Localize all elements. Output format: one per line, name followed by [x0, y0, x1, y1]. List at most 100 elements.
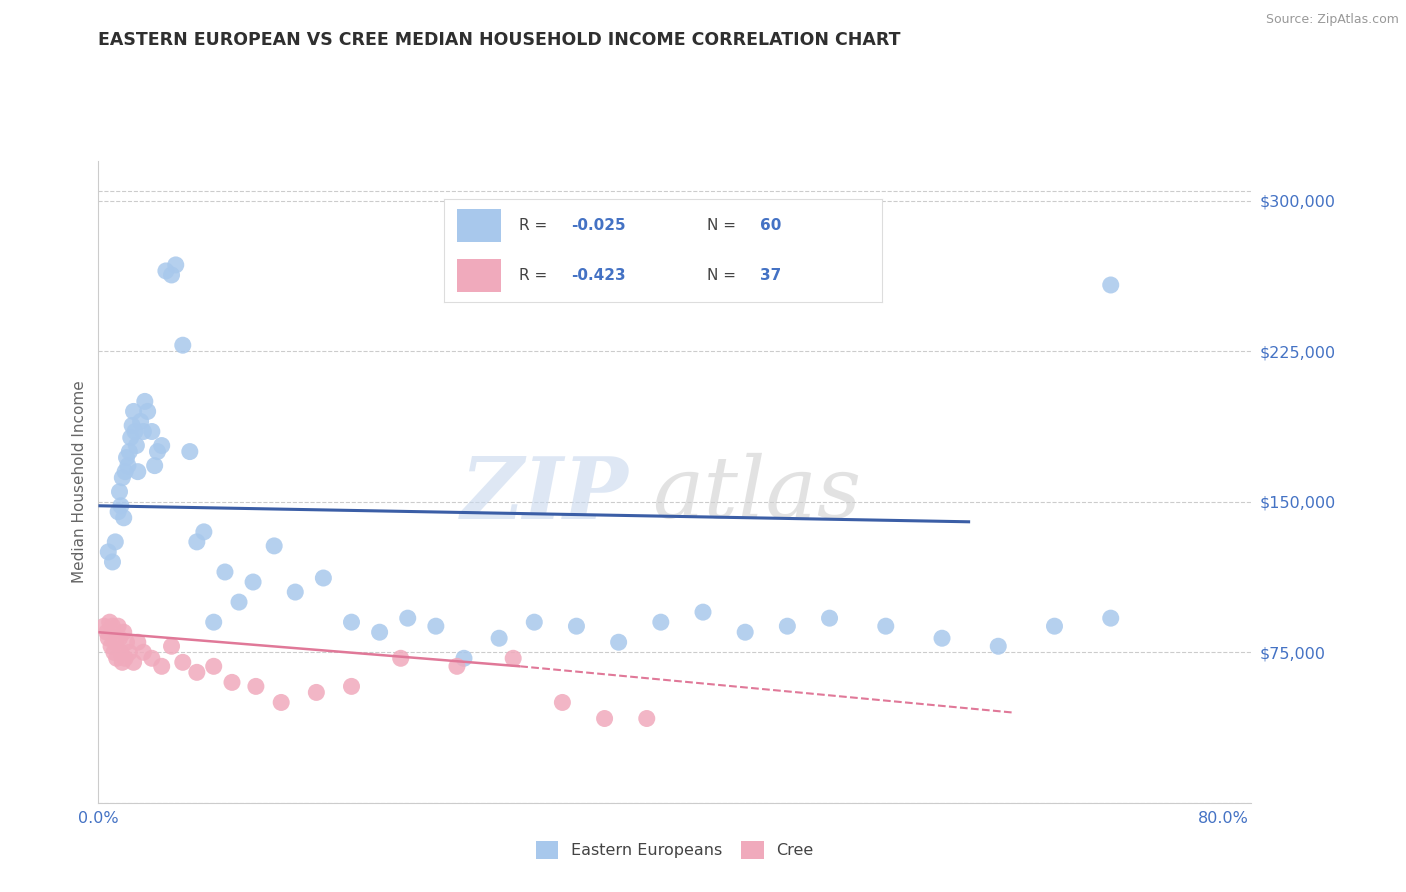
Point: [214, 565, 236, 579]
Point: [122, 655, 145, 669]
Point: [118, 645, 141, 659]
Point: [110, 499, 132, 513]
Point: [114, 651, 136, 665]
Point: [1099, 611, 1122, 625]
Point: [172, 655, 194, 669]
Point: [340, 615, 363, 630]
Point: [1099, 278, 1122, 293]
Text: atlas: atlas: [652, 453, 860, 536]
Text: 60: 60: [759, 219, 782, 234]
Point: [111, 655, 134, 669]
Point: [107, 619, 129, 633]
Point: [488, 632, 510, 646]
Point: [650, 615, 672, 630]
Point: [112, 510, 135, 524]
Point: [776, 619, 799, 633]
Point: [122, 404, 145, 418]
Point: [305, 685, 328, 699]
Point: [734, 625, 756, 640]
Point: [150, 439, 173, 453]
Point: [104, 535, 127, 549]
Point: [396, 611, 419, 625]
Text: Source: ZipAtlas.com: Source: ZipAtlas.com: [1265, 13, 1399, 27]
Point: [523, 615, 546, 630]
Point: [160, 268, 183, 282]
FancyBboxPatch shape: [457, 210, 502, 243]
Point: [127, 635, 149, 649]
Point: [565, 619, 588, 633]
Point: [104, 635, 127, 649]
Y-axis label: Median Household Income: Median Household Income: [72, 380, 87, 583]
Point: [101, 555, 124, 569]
Point: [245, 680, 267, 694]
Point: [127, 465, 149, 479]
Point: [98, 615, 121, 630]
Point: [179, 444, 201, 458]
Point: [117, 458, 139, 473]
Point: [110, 645, 132, 659]
Point: [115, 635, 138, 649]
Point: [312, 571, 335, 585]
Point: [875, 619, 897, 633]
Point: [1043, 619, 1066, 633]
Point: [193, 524, 215, 539]
Point: [502, 651, 524, 665]
Point: [121, 418, 143, 433]
Point: [284, 585, 307, 599]
Text: 37: 37: [759, 268, 780, 283]
Point: [368, 625, 391, 640]
Point: [270, 696, 292, 710]
Text: R =: R =: [519, 219, 553, 234]
Point: [340, 680, 363, 694]
Point: [141, 651, 163, 665]
Point: [96, 625, 118, 640]
Point: [105, 651, 128, 665]
Point: [146, 444, 169, 458]
Point: [107, 505, 129, 519]
Point: [136, 404, 159, 418]
Text: ZIP: ZIP: [461, 453, 628, 536]
Point: [160, 639, 183, 653]
Point: [101, 619, 124, 633]
Point: [155, 264, 177, 278]
Point: [172, 338, 194, 352]
Point: [134, 394, 156, 409]
Point: [129, 415, 152, 429]
Point: [112, 625, 135, 640]
Point: [186, 665, 208, 680]
Text: -0.423: -0.423: [571, 268, 626, 283]
Point: [202, 659, 225, 673]
Point: [120, 431, 142, 445]
Text: R =: R =: [519, 268, 553, 283]
Point: [446, 659, 468, 673]
Point: [125, 439, 148, 453]
Point: [389, 651, 412, 665]
Point: [607, 635, 630, 649]
Text: -0.025: -0.025: [571, 219, 626, 234]
Point: [242, 575, 264, 590]
Point: [132, 645, 155, 659]
Point: [818, 611, 841, 625]
Point: [118, 444, 141, 458]
Point: [636, 712, 658, 726]
Point: [987, 639, 1010, 653]
Point: [931, 632, 953, 646]
Point: [114, 465, 136, 479]
Point: [150, 659, 173, 673]
FancyBboxPatch shape: [457, 259, 502, 292]
Text: EASTERN EUROPEAN VS CREE MEDIAN HOUSEHOLD INCOME CORRELATION CHART: EASTERN EUROPEAN VS CREE MEDIAN HOUSEHOL…: [98, 31, 901, 49]
Point: [453, 651, 475, 665]
Point: [115, 450, 138, 465]
Point: [593, 712, 616, 726]
Point: [97, 545, 120, 559]
Point: [108, 632, 131, 646]
Legend: Eastern Europeans, Cree: Eastern Europeans, Cree: [530, 834, 820, 865]
Point: [108, 484, 131, 499]
Point: [143, 458, 166, 473]
Point: [425, 619, 447, 633]
Text: N =: N =: [707, 219, 741, 234]
Point: [692, 605, 714, 619]
Point: [228, 595, 250, 609]
Point: [111, 471, 134, 485]
Point: [132, 425, 155, 439]
